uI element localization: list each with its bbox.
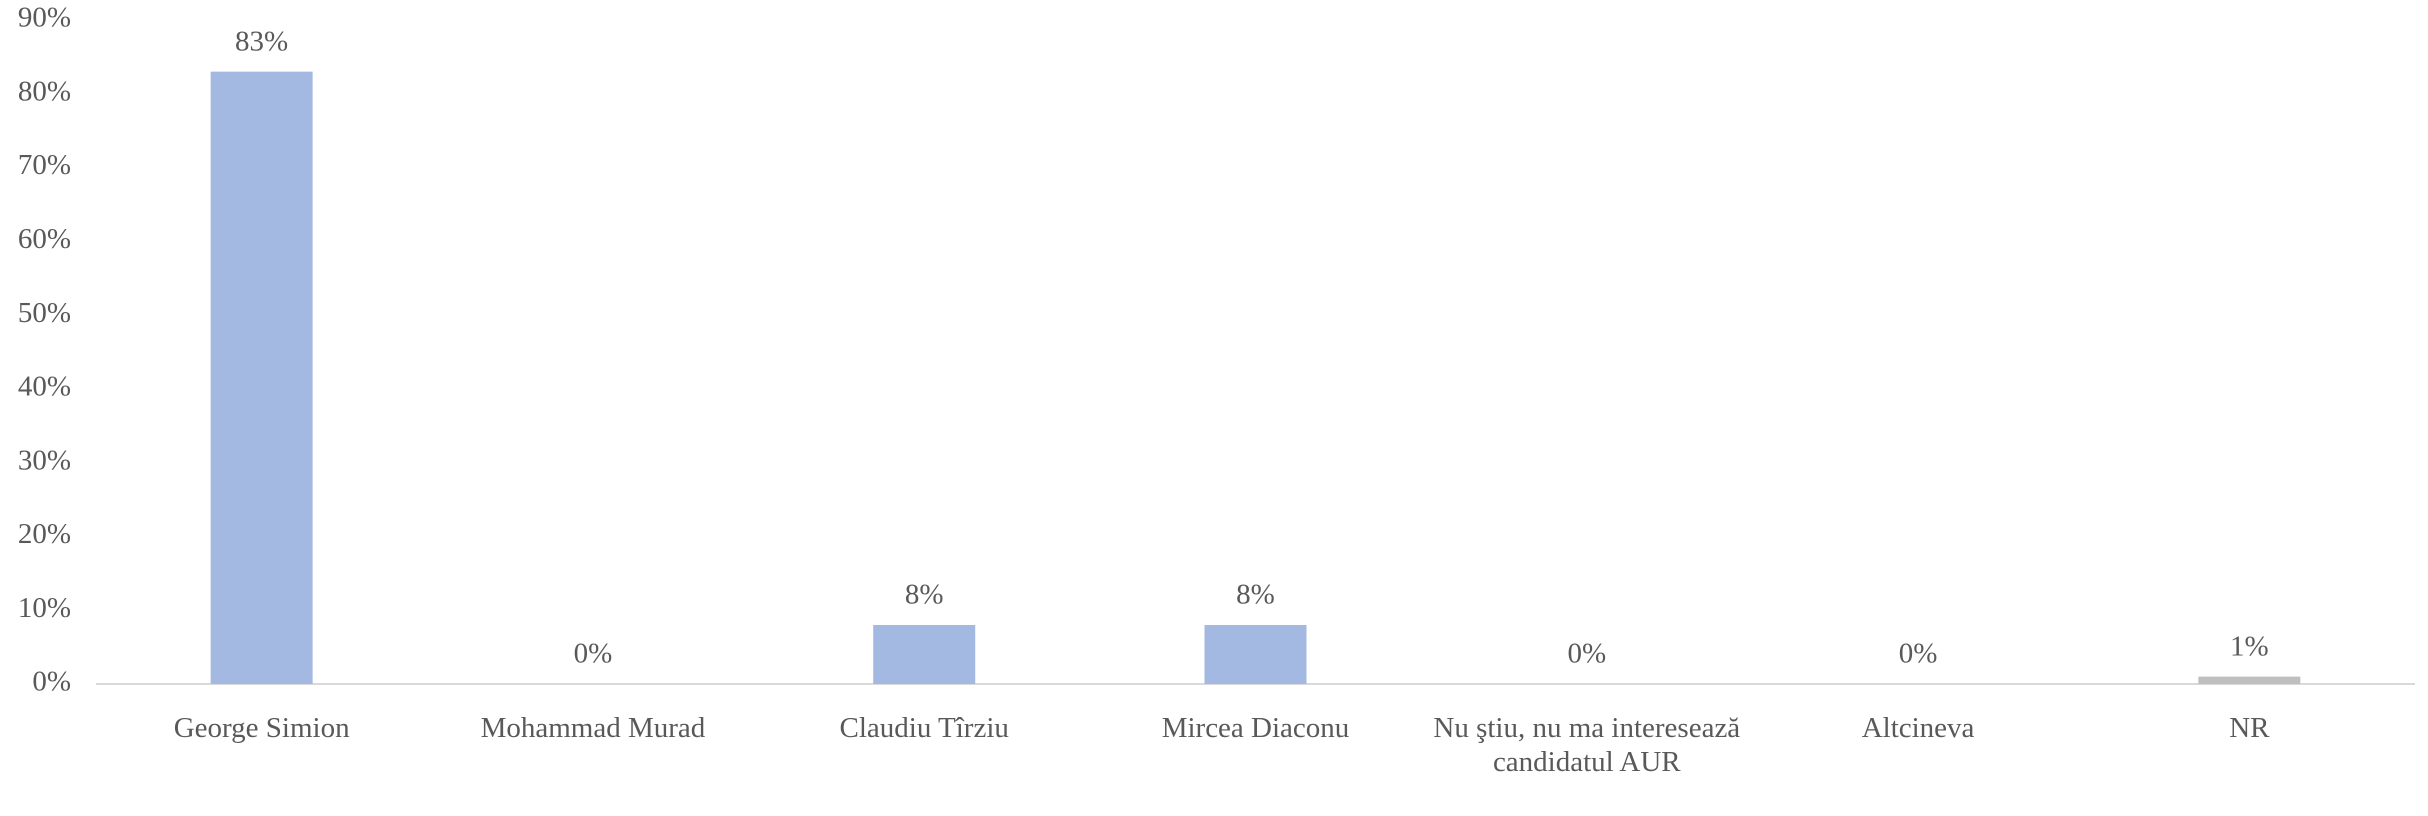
data-label: 8% — [1236, 579, 1275, 611]
data-label: 0% — [1567, 638, 1606, 670]
y-tick-label: 80% — [18, 75, 71, 107]
bar — [2198, 676, 2301, 684]
bar — [210, 71, 313, 684]
data-label: 0% — [574, 638, 613, 670]
y-tick-label: 60% — [18, 223, 71, 255]
y-tick-label: 20% — [18, 518, 71, 550]
data-label: 83% — [235, 25, 288, 57]
y-tick-label: 50% — [18, 297, 71, 329]
x-tick-label: Claudiu Tîrziu — [839, 712, 1009, 744]
y-tick-label: 70% — [18, 149, 71, 181]
bar — [1204, 624, 1307, 684]
x-tick-label: Mohammad Murad — [480, 712, 706, 744]
y-tick-label: 90% — [18, 2, 71, 34]
x-tick-label: George Simion — [173, 712, 350, 744]
x-tick-label: NR — [2229, 712, 2270, 744]
data-label: 0% — [1899, 638, 1938, 670]
y-tick-label: 40% — [18, 371, 71, 403]
y-tick-label: 30% — [18, 444, 71, 476]
bar — [873, 624, 976, 684]
data-label: 8% — [905, 579, 944, 611]
data-label: 1% — [2230, 630, 2269, 662]
x-tick-label: Nu ştiu, nu ma interesează candidatul AU… — [1433, 712, 1741, 778]
y-tick-label: 10% — [18, 592, 71, 624]
x-tick-label: Mircea Diaconu — [1161, 712, 1350, 744]
y-tick-label: 0% — [32, 666, 71, 698]
x-tick-label: Altcineva — [1861, 712, 1975, 744]
